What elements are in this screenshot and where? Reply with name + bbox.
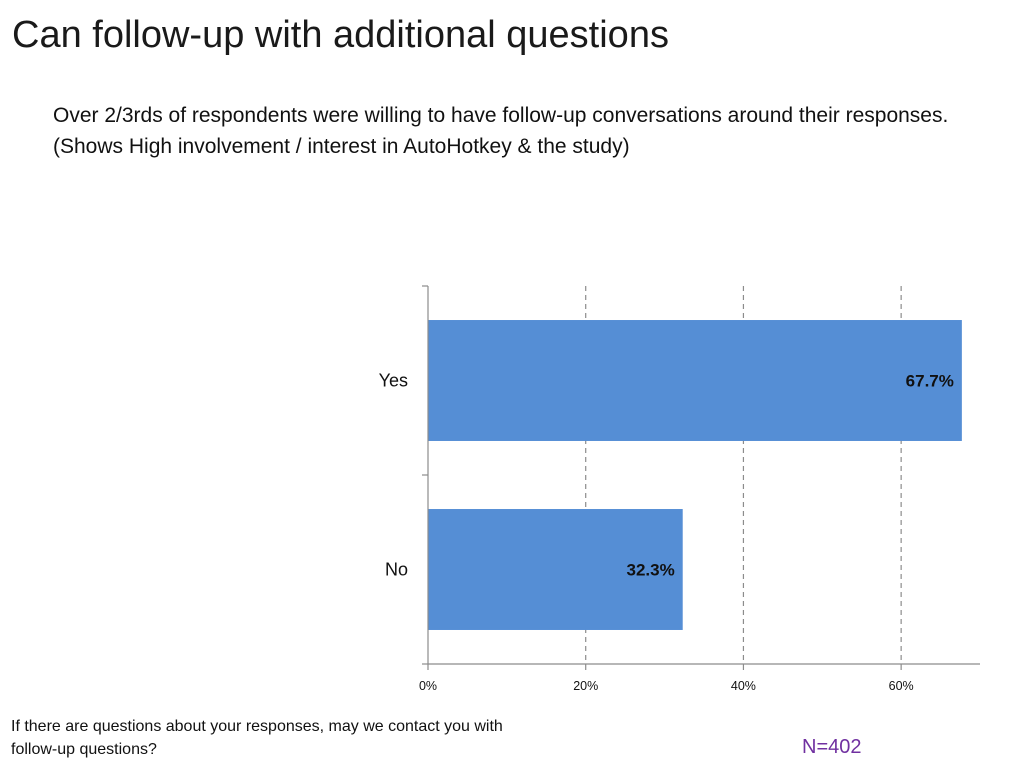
bar-no [428, 509, 683, 630]
x-tick-label-2: 40% [731, 679, 756, 693]
question-footnote: If there are questions about your respon… [11, 718, 503, 758]
x-tick-label-0: 0% [419, 679, 437, 693]
data-label-yes: 67.7% [906, 372, 954, 391]
bar-yes [428, 320, 962, 441]
x-tick-label-3: 60% [889, 679, 914, 693]
category-label-yes: Yes [379, 371, 408, 391]
page-title: Can follow-up with additional questions [12, 14, 669, 56]
sample-size-label: N=402 [802, 736, 862, 758]
category-label-no: No [385, 560, 408, 580]
data-label-no: 32.3% [627, 561, 675, 580]
slide-subtitle: Over 2/3rds of respondents were willing … [53, 104, 949, 158]
x-tick-label-1: 20% [573, 679, 598, 693]
